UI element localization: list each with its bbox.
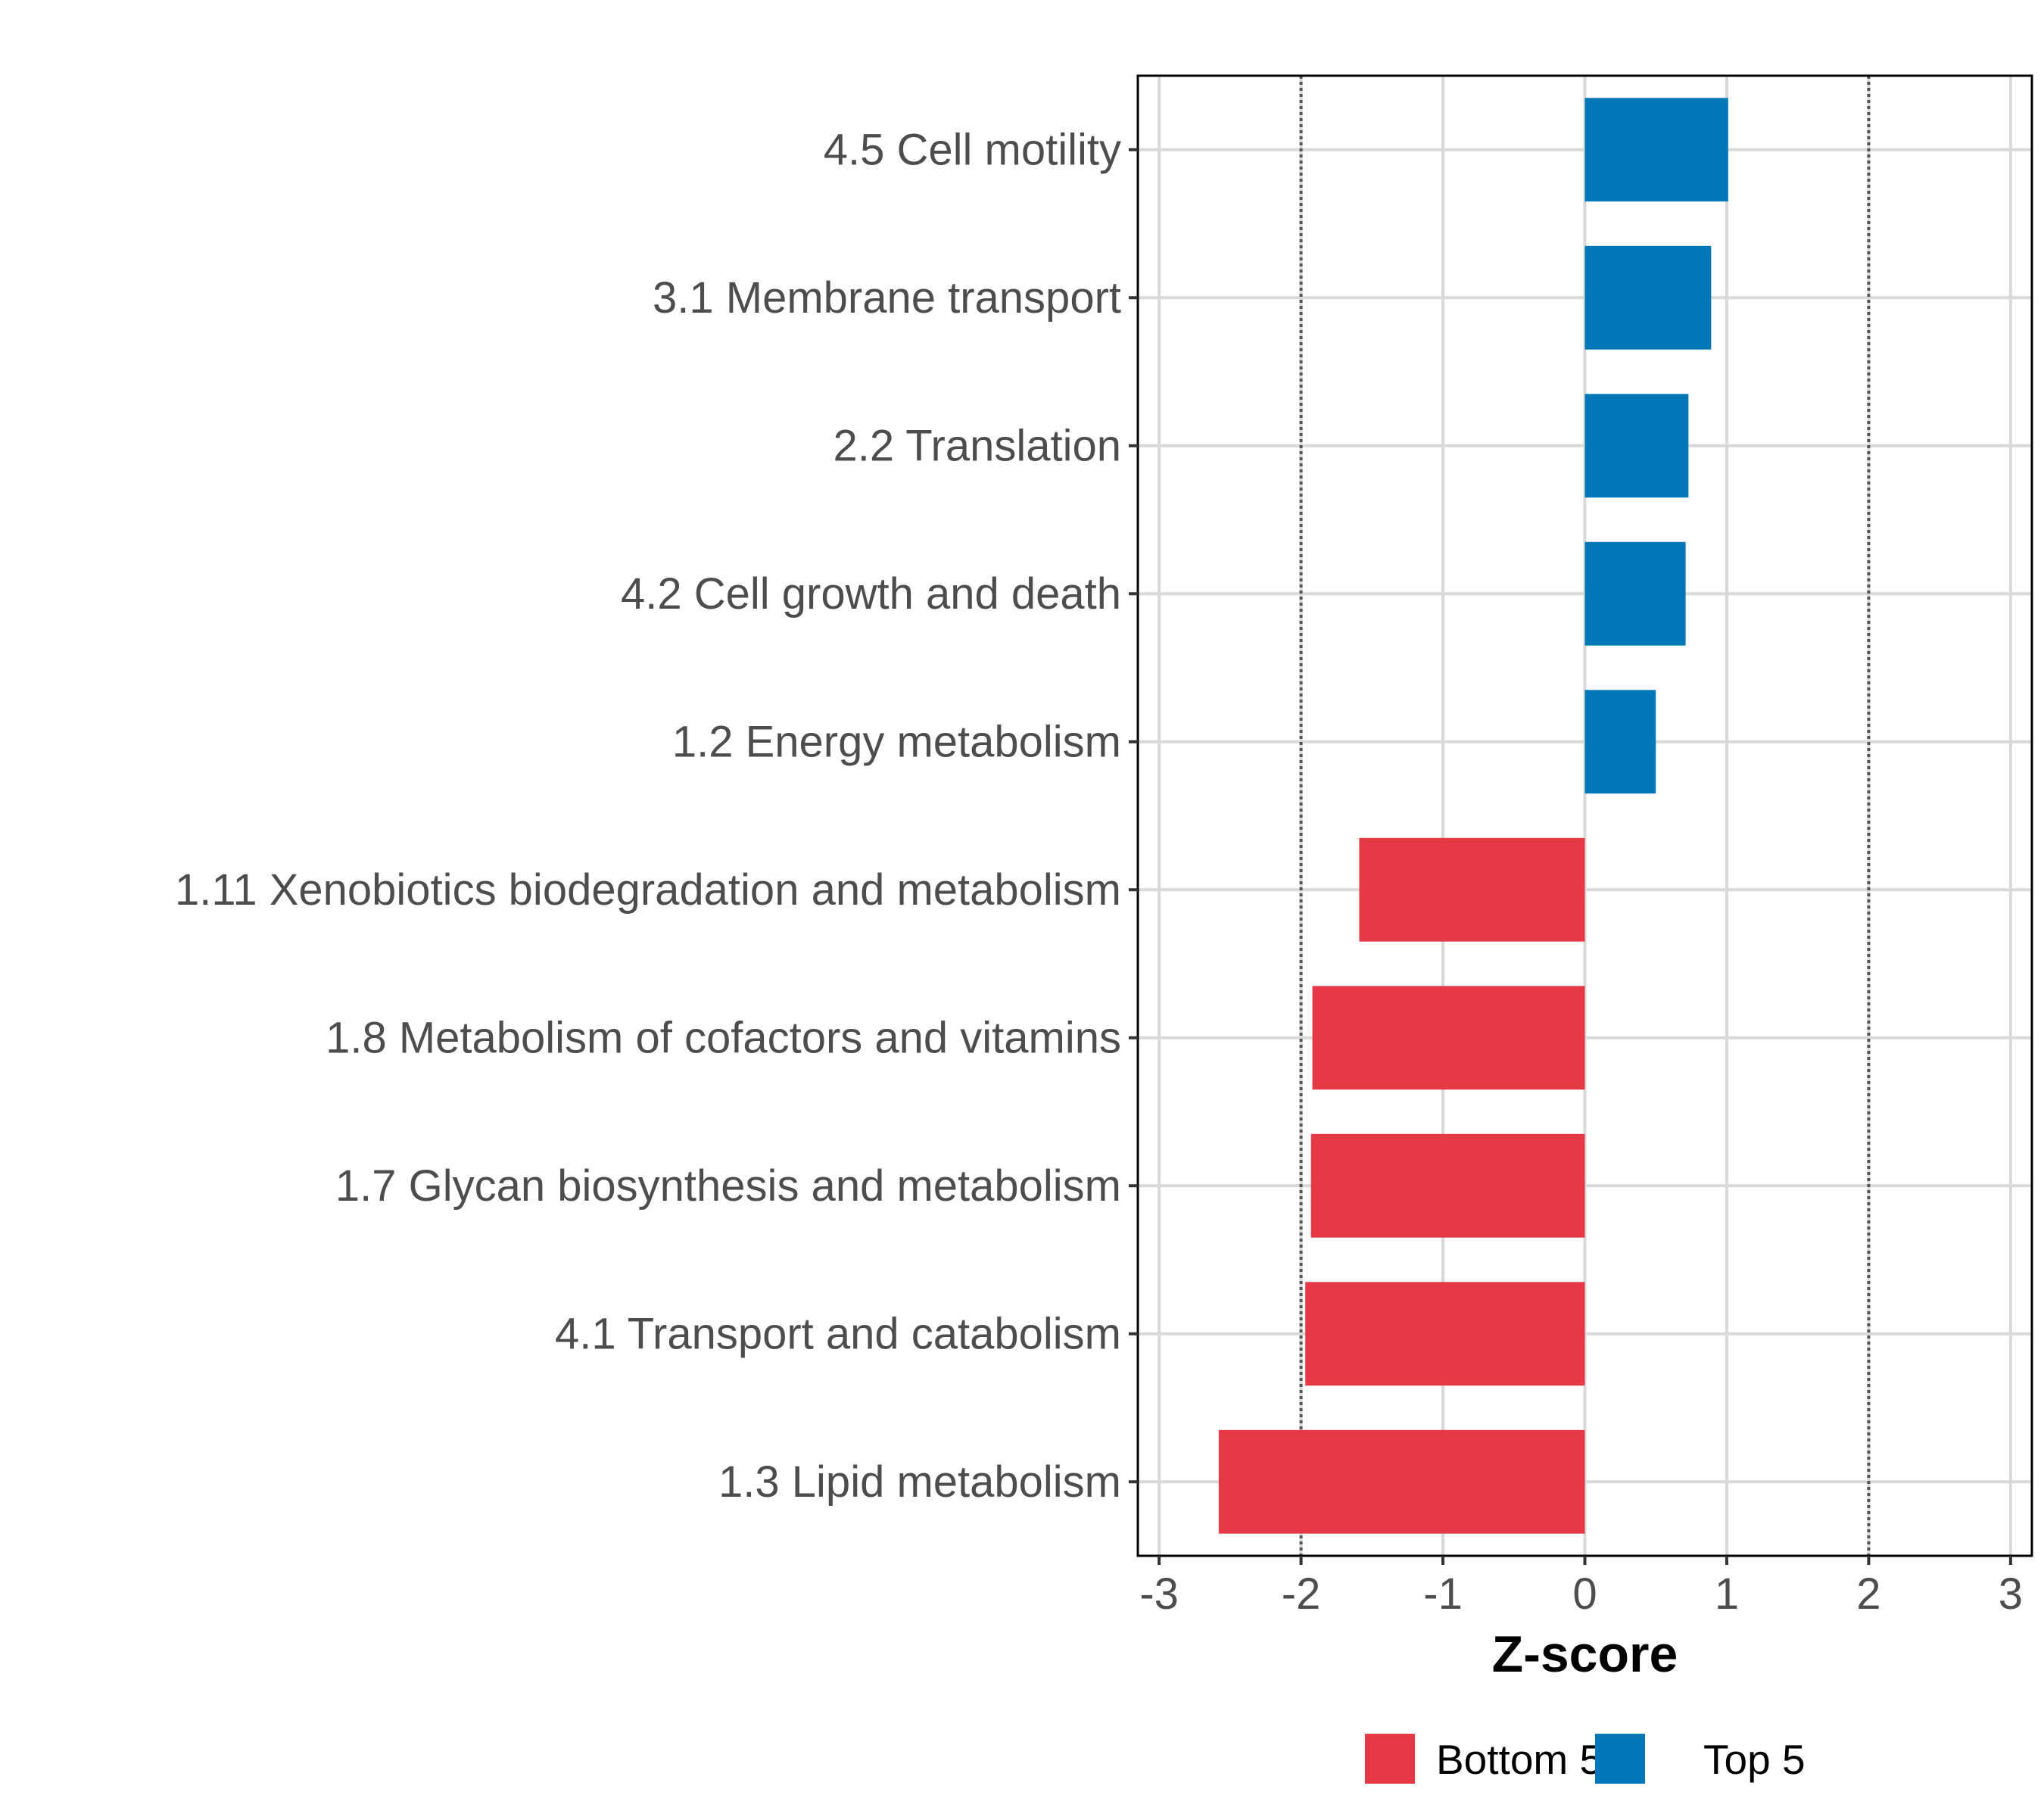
bar-6: [1312, 986, 1585, 1090]
y-tick-label-9: 1.3 Lipid metabolism: [718, 1457, 1121, 1507]
x-tick-label-1: -2: [1282, 1569, 1321, 1619]
y-tick-label-5: 1.11 Xenobiotics biodegradation and meta…: [175, 865, 1121, 915]
bar-0: [1584, 98, 1728, 202]
x-tick-label-0: -3: [1139, 1569, 1179, 1619]
plot-panel: [1136, 74, 2033, 1557]
legend-label-0: Bottom 5: [1436, 1736, 1603, 1783]
x-tick-label-2: -1: [1423, 1569, 1463, 1619]
bar-5: [1359, 837, 1585, 942]
bar-8: [1305, 1282, 1585, 1386]
bar-4: [1584, 690, 1656, 794]
legend-label-1: Top 5: [1703, 1736, 1806, 1783]
bar-2: [1584, 394, 1689, 498]
legend-swatch-1: [1595, 1734, 1645, 1784]
bars: [1218, 98, 1728, 1534]
x-tick-label-3: 0: [1572, 1569, 1597, 1619]
x-axis-title: Z-score: [1492, 1625, 1678, 1683]
bar-3: [1584, 541, 1686, 646]
y-tick-label-3: 4.2 Cell growth and death: [621, 569, 1121, 619]
y-axis: 4.5 Cell motility 3.1 Membrane transport 2…: [175, 125, 1138, 1507]
y-tick-label-6: 1.8 Metabolism of cofactors and vitamins: [326, 1013, 1121, 1062]
x-axis: Z-score -3 -2 -1 0 1 2 3: [1139, 1556, 2023, 1683]
x-tick-label-4: 1: [1715, 1569, 1739, 1619]
legend: Bottom 5 Top 5: [1365, 1734, 1806, 1784]
y-tick-label-1: 3.1 Membrane transport: [653, 273, 1121, 323]
reference-lines: [1299, 76, 1871, 1556]
y-tick-label-2: 2.2 Translation: [833, 421, 1121, 470]
bar-9: [1218, 1429, 1585, 1534]
y-tick-label-4: 1.2 Energy metabolism: [672, 717, 1121, 766]
x-tick-label-5: 2: [1856, 1569, 1880, 1619]
y-tick-label-7: 1.7 Glycan biosynthesis and metabolism: [335, 1161, 1121, 1211]
y-tick-label-0: 4.5 Cell motility: [824, 125, 1121, 174]
y-tick-label-8: 4.1 Transport and catabolism: [555, 1309, 1121, 1358]
x-tick-label-6: 3: [1999, 1569, 2023, 1619]
bar-1: [1584, 245, 1712, 350]
legend-swatch-0: [1365, 1734, 1415, 1784]
bar-7: [1310, 1133, 1585, 1238]
